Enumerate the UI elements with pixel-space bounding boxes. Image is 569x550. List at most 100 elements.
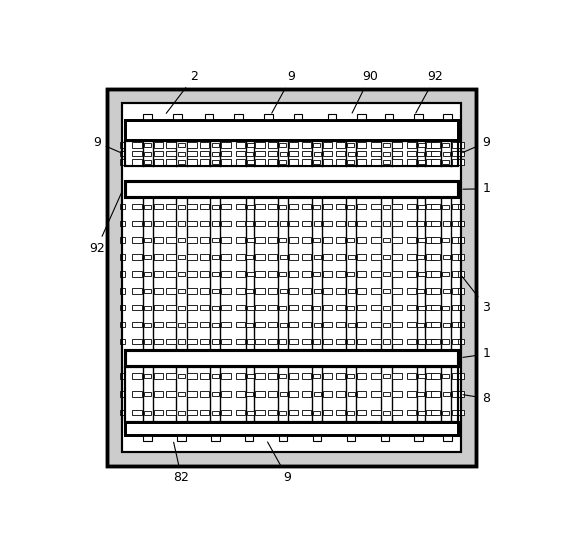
Bar	[289, 160, 298, 165]
Bar	[178, 339, 185, 344]
Bar	[178, 160, 185, 164]
Bar	[313, 339, 320, 344]
Bar	[125, 350, 458, 366]
Bar	[178, 205, 185, 209]
Bar	[371, 160, 381, 165]
Text: 92: 92	[89, 192, 122, 255]
Bar	[221, 160, 230, 165]
Bar	[187, 373, 197, 378]
Bar	[443, 435, 452, 441]
Bar	[302, 151, 311, 156]
Bar	[154, 271, 163, 277]
Bar	[187, 204, 197, 210]
Bar	[407, 204, 416, 210]
Bar	[323, 204, 332, 210]
Bar	[154, 238, 163, 243]
Bar	[393, 160, 402, 165]
Bar	[426, 305, 436, 310]
Bar	[255, 142, 265, 148]
Bar	[200, 373, 209, 378]
Bar	[279, 339, 286, 344]
Bar	[384, 152, 390, 156]
Bar	[347, 160, 354, 164]
Bar	[221, 392, 230, 397]
Bar	[417, 392, 424, 397]
Bar	[336, 151, 345, 156]
Bar	[452, 288, 461, 294]
Bar	[323, 288, 332, 294]
Bar	[452, 160, 461, 165]
Bar	[212, 255, 219, 259]
Bar	[393, 322, 402, 327]
Bar	[323, 151, 332, 156]
Bar	[212, 160, 218, 164]
Bar	[246, 152, 253, 156]
Bar	[268, 410, 277, 415]
Bar	[323, 221, 332, 226]
Bar	[393, 410, 402, 415]
Bar	[212, 143, 218, 147]
Bar	[122, 103, 461, 452]
Bar	[279, 238, 286, 243]
Bar	[143, 114, 152, 120]
Bar	[125, 181, 458, 197]
Bar	[144, 238, 151, 243]
Bar	[212, 374, 218, 378]
Bar	[268, 204, 277, 210]
Bar	[302, 254, 311, 260]
Bar	[119, 204, 125, 210]
Bar	[125, 350, 458, 366]
Bar	[443, 152, 450, 156]
Bar	[154, 204, 163, 210]
Bar	[221, 142, 230, 148]
Bar	[119, 254, 125, 260]
Bar	[442, 411, 449, 415]
Bar	[166, 271, 176, 277]
Bar	[247, 160, 254, 164]
Bar	[268, 305, 277, 310]
Bar	[302, 339, 311, 344]
Bar	[393, 151, 402, 156]
Bar	[418, 238, 425, 243]
Bar	[125, 120, 458, 140]
Bar	[384, 392, 390, 397]
Bar	[393, 254, 402, 260]
Bar	[302, 271, 311, 277]
Bar	[431, 221, 440, 226]
Bar	[133, 288, 142, 294]
Bar	[125, 120, 458, 140]
Bar	[144, 339, 151, 344]
Text: 1: 1	[463, 348, 490, 360]
Bar	[426, 221, 436, 226]
Bar	[383, 411, 390, 415]
Bar	[357, 160, 366, 165]
Bar	[247, 411, 254, 415]
Bar	[221, 204, 230, 210]
Bar	[133, 151, 142, 156]
Bar	[246, 392, 253, 397]
Bar	[431, 410, 440, 415]
Bar	[458, 373, 464, 378]
Bar	[221, 305, 230, 310]
Bar	[145, 322, 151, 327]
Bar	[125, 141, 458, 166]
Bar	[347, 339, 354, 344]
Bar	[443, 255, 450, 259]
Bar	[125, 141, 458, 166]
Bar	[393, 373, 402, 378]
Bar	[108, 89, 476, 466]
Bar	[336, 160, 345, 165]
Bar	[268, 254, 277, 260]
Bar	[323, 373, 332, 378]
Bar	[426, 322, 436, 327]
Bar	[426, 160, 436, 165]
Bar	[384, 222, 390, 225]
Bar	[328, 114, 336, 120]
Bar	[255, 322, 265, 327]
Bar	[133, 410, 142, 415]
Bar	[133, 392, 142, 397]
Bar	[417, 152, 424, 156]
Bar	[452, 410, 461, 415]
Text: 1: 1	[463, 182, 490, 195]
Bar	[133, 142, 142, 148]
